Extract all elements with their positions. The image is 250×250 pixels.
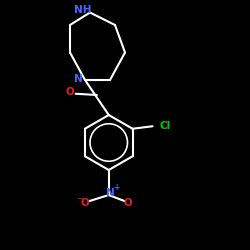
Text: −: − [76, 194, 83, 203]
Text: N: N [74, 74, 83, 84]
Text: Cl: Cl [160, 121, 171, 131]
Text: +: + [113, 183, 119, 192]
Text: NH: NH [74, 5, 91, 15]
Text: O: O [66, 88, 74, 98]
Text: N: N [106, 188, 114, 198]
Text: O: O [80, 198, 89, 208]
Text: O: O [124, 198, 132, 208]
